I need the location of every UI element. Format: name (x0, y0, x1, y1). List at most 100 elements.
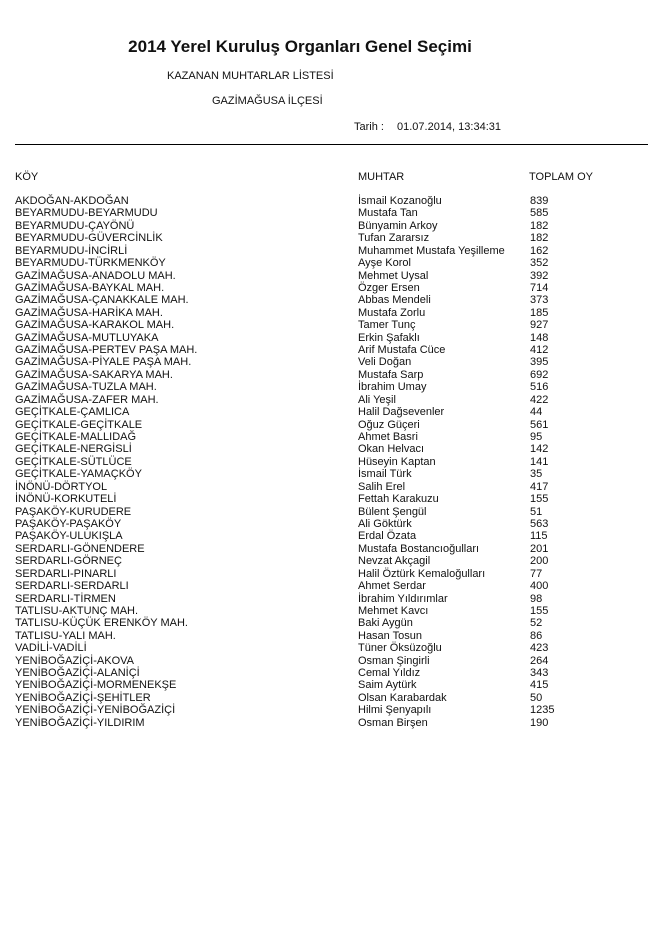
table-row: GAZİMAĞUSA-KARAKOL MAH. Tamer Tunç 927 (0, 319, 648, 331)
table-row: GEÇİTKALE-ÇAMLICA Halil Dağsevenler 44 (0, 406, 648, 418)
votes-cell: 51 (530, 505, 543, 518)
votes-cell: 692 (530, 368, 549, 381)
village-cell: GEÇİTKALE-MALLIDAĞ (15, 431, 137, 444)
votes-cell: 415 (530, 679, 549, 692)
header-divider (15, 144, 648, 145)
muhtar-cell: Fettah Karakuzu (358, 493, 439, 506)
village-cell: SERDARLI-GÖRNEÇ (15, 555, 122, 568)
votes-cell: 185 (530, 306, 549, 319)
village-cell: GAZİMAĞUSA-ANADOLU MAH. (15, 269, 176, 282)
votes-cell: 86 (530, 629, 543, 642)
muhtar-cell: Hilmi Şenyapılı (358, 704, 432, 717)
votes-cell: 141 (530, 455, 549, 468)
table-row: GAZİMAĞUSA-ANADOLU MAH. Mehmet Uysal 392 (0, 270, 648, 282)
district-name: GAZİMAĞUSA İLÇESİ (212, 95, 323, 107)
table-row: GAZİMAĞUSA-PİYALE PAŞA MAH. Veli Doğan 395 (0, 356, 648, 368)
village-cell: GEÇİTKALE-GEÇİTKALE (15, 418, 143, 431)
votes-cell: 50 (530, 691, 543, 704)
village-cell: TATLISU-AKTUNÇ MAH. (15, 604, 139, 617)
village-cell: GAZİMAĞUSA-HARİKA MAH. (15, 306, 163, 319)
table-row: YENİBOĞAZİÇİ-YENİBOĞAZİÇİ Hilmi Şenyapılı… (0, 704, 648, 716)
village-cell: PAŞAKÖY-KURUDERE (15, 505, 132, 518)
muhtar-cell: Osman Birşen (358, 716, 428, 729)
table-row: GAZİMAĞUSA-ZAFER MAH. Ali Yeşil 422 (0, 394, 648, 406)
date-label: Tarih : (354, 121, 384, 133)
village-cell: GAZİMAĞUSA-ZAFER MAH. (15, 393, 159, 406)
muhtar-cell: İsmail Kozanoğlu (358, 195, 442, 207)
column-header-toplam-oy: TOPLAM OY (529, 171, 593, 183)
muhtar-cell: Hasan Tosun (358, 629, 423, 642)
votes-cell: 115 (530, 530, 548, 543)
muhtar-cell: Mustafa Zorlu (358, 306, 426, 319)
village-cell: BEYARMUDU-GÜVERCİNLİK (15, 232, 163, 245)
muhtar-cell: Erdal Özata (358, 530, 417, 543)
table-row: GEÇİTKALE-MALLIDAĞ Ahmet Basri 95 (0, 431, 648, 443)
village-cell: SERDARLI-TİRMEN (15, 592, 116, 605)
muhtar-cell: Ahmet Serdar (358, 580, 426, 593)
village-cell: GAZİMAĞUSA-SAKARYA MAH. (15, 368, 173, 381)
muhtar-cell: Mustafa Bostancıoğulları (358, 542, 480, 555)
votes-cell: 155 (530, 493, 549, 506)
muhtar-cell: Hüseyin Kaptan (358, 455, 436, 468)
muhtar-cell: İbrahim Yıldırımlar (358, 592, 448, 605)
table-row: GEÇİTKALE-NERGİSLİ Okan Helvacı 142 (0, 443, 648, 455)
table-row: YENİBOĞAZİÇİ-MORMENEKŞE Saim Aytürk 415 (0, 679, 648, 691)
votes-cell: 395 (530, 356, 549, 369)
village-cell: YENİBOĞAZİÇİ-YENİBOĞAZİÇİ (15, 704, 176, 717)
votes-cell: 392 (530, 269, 549, 282)
muhtar-cell: Bülent Şengül (358, 505, 427, 518)
muhtar-cell: Baki Aygün (358, 617, 413, 630)
village-cell: SERDARLI-GÖNENDERE (15, 542, 145, 555)
village-cell: BEYARMUDU-İNCİRLİ (15, 244, 128, 257)
muhtar-cell: Abbas Mendeli (358, 294, 431, 307)
muhtar-cell: Halil Öztürk Kemaloğulları (358, 567, 486, 580)
muhtar-cell: İsmail Türk (358, 468, 412, 481)
votes-cell: 400 (530, 580, 549, 593)
table-row: GAZİMAĞUSA-PERTEV PAŞA MAH. Arif Mustafa … (0, 344, 648, 356)
votes-cell: 98 (530, 592, 543, 605)
table-row: BEYARMUDU-İNCİRLİ Muhammet Mustafa Yeşill… (0, 245, 648, 257)
votes-cell: 200 (530, 555, 549, 568)
votes-cell: 412 (530, 344, 549, 357)
votes-cell: 373 (530, 294, 549, 307)
village-cell: GAZİMAĞUSA-BAYKAL MAH. (15, 281, 165, 294)
table-row: İNÖNÜ-KORKUTELİ Fettah Karakuzu 155 (0, 493, 648, 505)
votes-cell: 77 (530, 567, 543, 580)
votes-cell: 561 (530, 418, 549, 431)
votes-cell: 182 (530, 232, 549, 245)
muhtar-cell: Saim Aytürk (358, 679, 417, 692)
table-row: SERDARLI-GÖNENDERE Mustafa Bostancıoğulla… (0, 543, 648, 555)
muhtar-cell: Muhammet Mustafa Yeşilleme (358, 244, 505, 257)
village-cell: YENİBOĞAZİÇİ-ŞEHİTLER (15, 691, 151, 704)
votes-cell: 585 (530, 207, 549, 220)
page-title: 2014 Yerel Kuruluş Organları Genel Seçim… (128, 37, 472, 56)
village-cell: GAZİMAĞUSA-ÇANAKKALE MAH. (15, 294, 189, 307)
village-cell: SERDARLI-PINARLI (15, 567, 117, 580)
table-row: TATLISU-YALI MAH. Hasan Tosun 86 (0, 630, 648, 642)
muhtar-cell: Erkin Şafaklı (358, 331, 420, 344)
votes-cell: 423 (530, 642, 549, 655)
village-cell: GAZİMAĞUSA-TUZLA MAH. (15, 381, 157, 394)
table-row: SERDARLI-SERDARLI Ahmet Serdar 400 (0, 580, 648, 592)
village-cell: PAŞAKÖY-ULUKIŞLA (15, 530, 123, 543)
village-cell: YENİBOĞAZİÇİ-ALANİÇİ (15, 667, 140, 680)
table-row: GAZİMAĞUSA-SAKARYA MAH. Mustafa Sarp 692 (0, 369, 648, 381)
votes-cell: 422 (530, 393, 549, 406)
table-row: YENİBOĞAZİÇİ-ALANİÇİ Cemal Yıldız 343 (0, 667, 648, 679)
table-row: TATLISU-AKTUNÇ MAH. Mehmet Kavcı 155 (0, 605, 648, 617)
muhtar-cell: Cemal Yıldız (358, 667, 421, 680)
village-cell: AKDOĞAN-AKDOĞAN (15, 195, 129, 207)
table-row: SERDARLI-PINARLI Halil Öztürk Kemaloğulla… (0, 568, 648, 580)
village-cell: İNÖNÜ-DÖRTYOL (15, 480, 108, 493)
village-cell: BEYARMUDU-ÇAYÖNÜ (15, 219, 135, 232)
table-row: BEYARMUDU-ÇAYÖNÜ Bünyamin Arkoy 182 (0, 220, 648, 232)
village-cell: TATLISU-YALI MAH. (15, 629, 116, 642)
muhtar-cell: Mehmet Kavcı (358, 604, 429, 617)
village-cell: GAZİMAĞUSA-PERTEV PAŞA MAH. (15, 344, 198, 357)
table-row: YENİBOĞAZİÇİ-YILDIRIM Osman Birşen 190 (0, 717, 648, 729)
muhtar-cell: Ayşe Korol (358, 257, 411, 270)
table-row: YENİBOĞAZİÇİ-ŞEHİTLER Olsan Karabardak 50 (0, 692, 648, 704)
votes-cell: 927 (530, 319, 549, 332)
table-row: SERDARLI-GÖRNEÇ Nevzat Akçagil 200 (0, 555, 648, 567)
table-row: TATLISU-KÜÇÜK ERENKÖY MAH. Baki Aygün 52 (0, 617, 648, 629)
